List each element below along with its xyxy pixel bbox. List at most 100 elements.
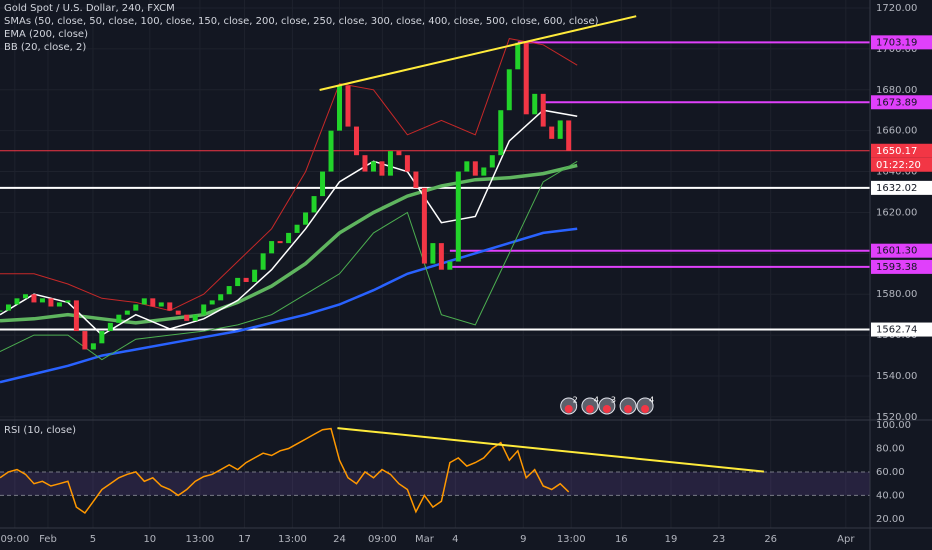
candle (430, 243, 436, 264)
rsi-tick-label: 100.00 (876, 420, 911, 431)
bb-lower (0, 160, 578, 361)
candle (370, 161, 376, 172)
x-tick-label: 13:00 (557, 534, 586, 545)
bb-upper (0, 38, 578, 312)
candle (14, 298, 20, 305)
candle (523, 42, 529, 115)
price-label: 1562.74 (876, 325, 917, 336)
x-tick-label: 17 (238, 534, 251, 545)
candle (184, 314, 190, 321)
candle (353, 126, 359, 156)
event-flag (585, 405, 594, 413)
candle (175, 310, 181, 315)
candle (286, 232, 292, 244)
candle (566, 120, 572, 151)
candle (303, 212, 309, 225)
overlay-line (0, 227, 578, 384)
event-flag (602, 405, 611, 413)
rsi-trendline (337, 427, 765, 473)
candle (39, 298, 45, 303)
candle (481, 167, 487, 176)
x-tick-label: 9 (520, 534, 526, 545)
candle (124, 310, 130, 315)
plot: 2 4 3 4 (0, 15, 870, 515)
candle (447, 261, 453, 270)
rsi-line (0, 427, 570, 515)
x-tick-label: 4 (452, 534, 458, 545)
candle (421, 187, 427, 264)
candle (116, 314, 122, 323)
x-tick-label: Apr (837, 534, 855, 545)
y-tick-label: 1660.00 (876, 126, 917, 137)
candle (5, 304, 11, 311)
candle (489, 155, 495, 168)
candle (379, 161, 385, 176)
candle (498, 110, 504, 156)
event-label: 4 (649, 396, 654, 405)
candle (506, 69, 512, 111)
candle (90, 343, 96, 350)
candle (438, 243, 444, 270)
x-tick-label: 13:00 (278, 534, 307, 545)
x-tick-label: 09:00 (0, 534, 29, 545)
candle (362, 155, 368, 172)
y-tick-label: 1620.00 (876, 207, 917, 218)
legend-entry: SMAs (50, close, 50, close, 100, close, … (4, 16, 599, 27)
candle (328, 130, 334, 172)
candle (472, 161, 478, 176)
candle (209, 300, 215, 305)
chart-title: Gold Spot / U.S. Dollar, 240, FXCM (4, 3, 175, 14)
y-tick-label: 1580.00 (876, 289, 917, 300)
rsi-band (0, 471, 870, 496)
candle (455, 171, 461, 262)
candle (0, 310, 3, 312)
y-tick-label: 1680.00 (876, 85, 917, 96)
candle (532, 93, 538, 115)
x-tick-label: 26 (764, 534, 777, 545)
candle (396, 151, 402, 156)
x-tick-label: 24 (333, 534, 346, 545)
grid (0, 0, 870, 528)
candle (269, 241, 275, 254)
overlay-line (0, 163, 578, 325)
candle (311, 196, 317, 213)
x-tick-label: Mar (415, 534, 435, 545)
y-tick-label: 1540.00 (876, 371, 917, 382)
candle (413, 171, 419, 188)
candle (192, 314, 198, 321)
candle (337, 85, 343, 131)
x-tick-label: 19 (665, 534, 678, 545)
y-tick-label: 1720.00 (876, 3, 917, 14)
candle (549, 126, 555, 139)
candle (557, 120, 563, 139)
legend-entry: EMA (200, close) (4, 29, 88, 40)
candle (345, 85, 351, 127)
candle (226, 286, 232, 295)
price-label-box (871, 243, 932, 258)
candle (31, 294, 37, 303)
candle (56, 302, 62, 307)
candle (65, 300, 71, 303)
price-label-box (871, 35, 932, 50)
candle (107, 322, 113, 332)
x-tick-label: 13:00 (185, 534, 214, 545)
candle (404, 155, 410, 172)
price-label-box (871, 259, 932, 274)
x-tick-label: 09:00 (368, 534, 397, 545)
candle (73, 300, 79, 332)
countdown: 01:22:20 (876, 160, 921, 171)
candle (167, 302, 173, 311)
countdown-box (871, 157, 932, 172)
price-label: 1593.38 (876, 262, 917, 273)
x-tick-label: Feb (39, 534, 57, 545)
rsi-tick-label: 20.00 (876, 514, 905, 525)
candle (22, 294, 28, 299)
candle (158, 302, 164, 307)
price-label: 1632.02 (876, 183, 917, 194)
candle (82, 331, 88, 350)
candle (218, 294, 224, 301)
y-tick-label: 1520.00 (876, 412, 917, 423)
event-label: 2 (573, 396, 578, 405)
candle (99, 331, 105, 344)
